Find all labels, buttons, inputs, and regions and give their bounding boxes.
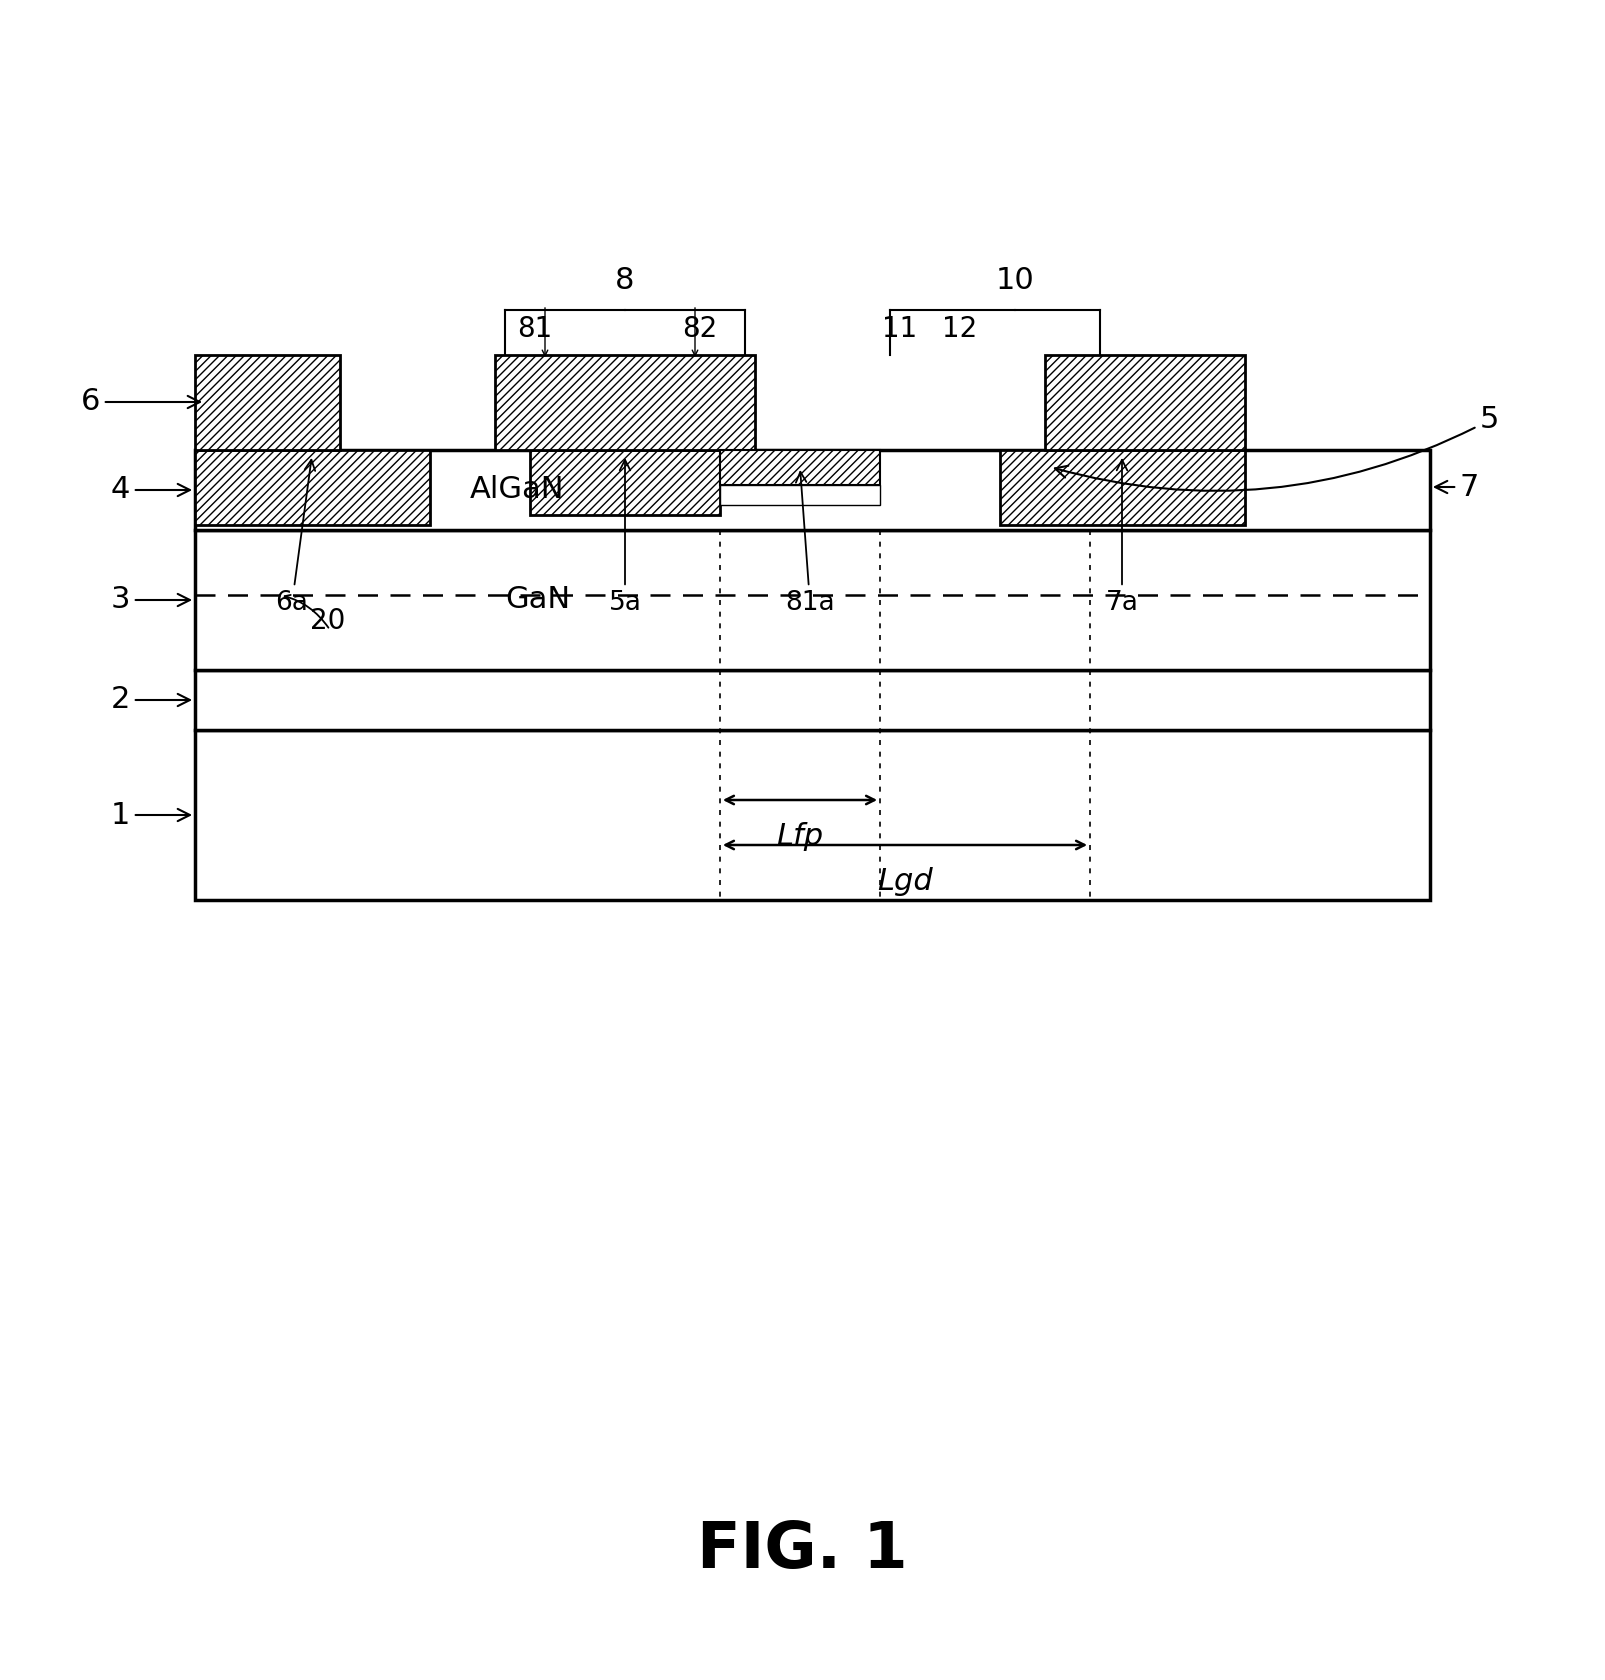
Bar [721,450,880,486]
Text: 5: 5 [1054,405,1499,491]
Bar [1000,450,1245,524]
Text: 4: 4 [111,475,189,504]
Bar [194,354,340,450]
Text: 7a: 7a [1106,460,1138,617]
Text: 8: 8 [615,265,634,296]
Text: 6a: 6a [276,460,315,617]
Text: 10: 10 [995,265,1034,296]
Bar [494,354,754,450]
Bar [530,450,721,516]
Bar [1045,354,1245,450]
Text: 82: 82 [682,314,717,343]
Text: 20: 20 [310,606,345,635]
Text: Lfp: Lfp [777,822,823,852]
Text: AlGaN: AlGaN [470,475,565,504]
Text: Lgd: Lgd [876,867,933,895]
Text: 7: 7 [1435,472,1480,502]
Text: 81: 81 [517,314,552,343]
Bar [194,670,1430,731]
Text: GaN: GaN [506,586,570,615]
Text: 5a: 5a [608,460,642,617]
Text: 6: 6 [80,388,201,417]
Text: 11: 11 [883,314,918,343]
Bar [194,529,1430,670]
Bar [721,486,880,506]
Text: 2: 2 [111,685,189,714]
Bar [194,731,1430,900]
Text: 3: 3 [111,586,189,615]
Text: 1: 1 [111,800,189,830]
Text: FIG. 1: FIG. 1 [697,1519,908,1581]
Bar [194,450,430,524]
Text: 12: 12 [942,314,977,343]
Text: 81a: 81a [785,472,835,617]
Bar [194,450,1430,529]
